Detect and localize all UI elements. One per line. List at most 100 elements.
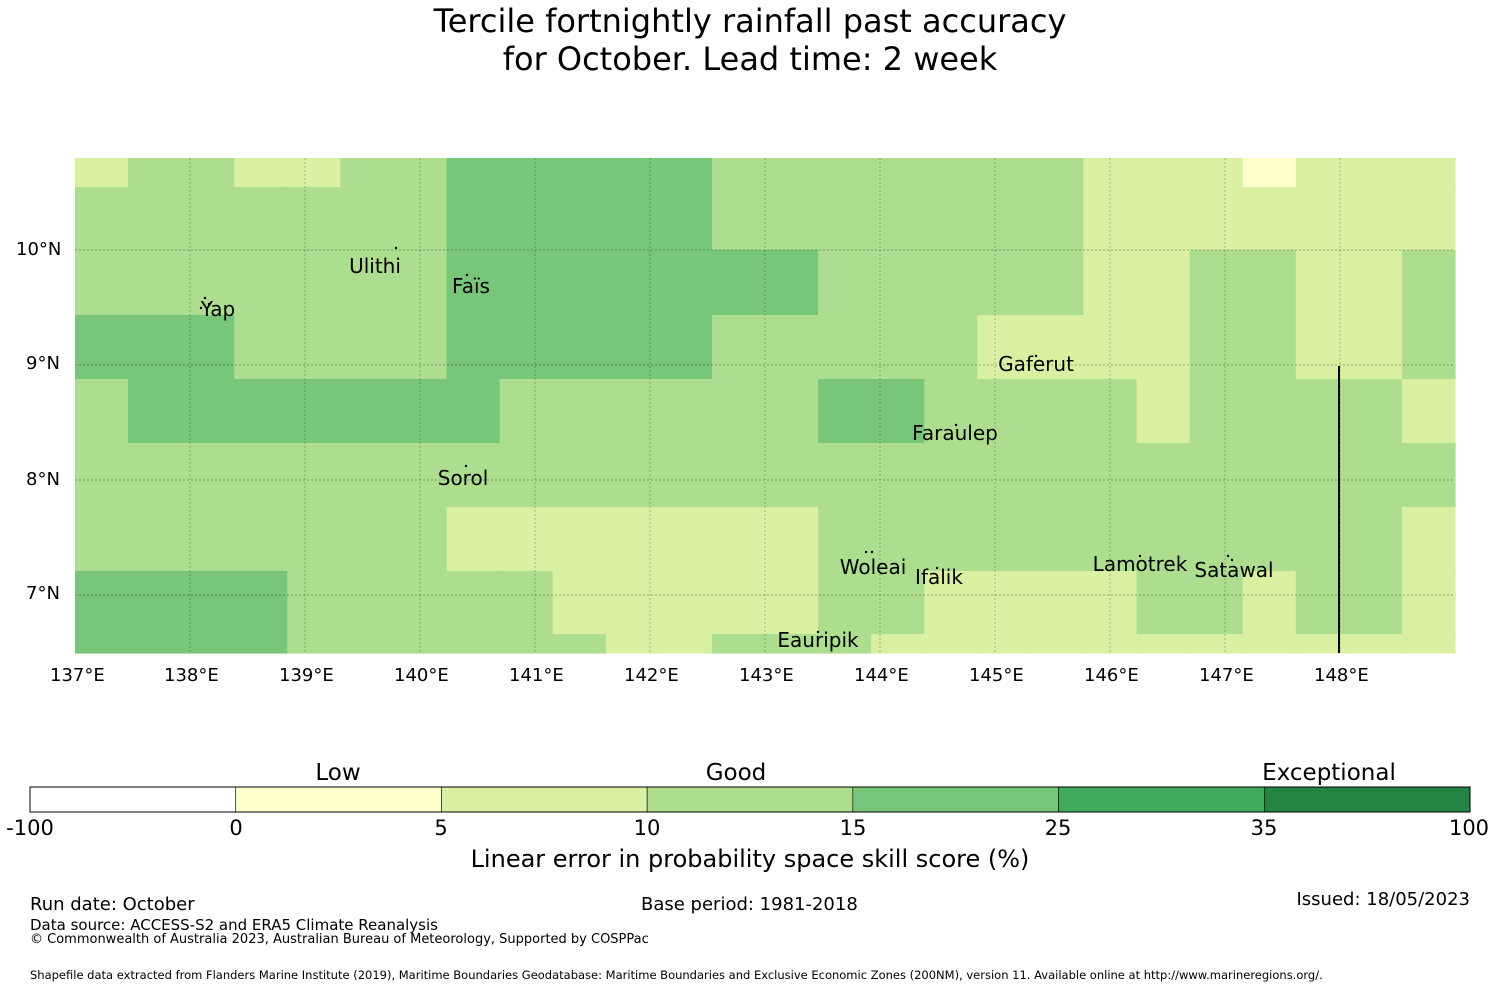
skill-grid-cell xyxy=(1242,315,1297,380)
skill-grid-cell xyxy=(765,379,819,444)
skill-grid-cell xyxy=(818,187,872,251)
skill-grid-cell xyxy=(1295,158,1350,188)
skill-grid-cell xyxy=(1083,443,1138,508)
skill-grid-cell xyxy=(1083,571,1138,635)
skill-grid-cell xyxy=(1189,634,1244,654)
skill-grid xyxy=(75,158,1456,654)
skill-grid-cell xyxy=(1189,187,1244,251)
skill-grid-cell xyxy=(128,250,182,316)
colorbar-segment xyxy=(235,786,442,813)
skill-grid-cell xyxy=(499,507,554,572)
island-dot xyxy=(465,273,469,277)
skill-grid-cell xyxy=(181,507,235,572)
skill-grid-cell xyxy=(75,250,129,316)
skill-grid-cell xyxy=(1136,250,1191,316)
skill-grid-cell xyxy=(340,507,395,572)
skill-grid-cell xyxy=(1083,250,1138,316)
skill-grid-cell xyxy=(977,507,1031,572)
skill-grid-cell xyxy=(711,250,766,316)
skill-grid-cell xyxy=(446,571,501,635)
skill-grid-cell xyxy=(711,315,766,380)
skill-grid-cell xyxy=(446,443,501,508)
skill-grid-cell xyxy=(287,507,341,572)
skill-grid-cell xyxy=(1083,187,1138,251)
skill-grid-cell xyxy=(1030,443,1085,508)
skill-grid-cell xyxy=(1348,634,1403,654)
skill-grid-cell xyxy=(1242,379,1297,444)
x-tick-label: 144°E xyxy=(854,665,909,686)
island-dot xyxy=(870,550,874,554)
x-tick-label: 145°E xyxy=(969,665,1024,686)
skill-grid-cell xyxy=(871,158,925,188)
place-label-sorol: Sorol xyxy=(437,466,489,490)
skill-grid-cell xyxy=(75,507,129,572)
copyright: © Commonwealth of Australia 2023, Austra… xyxy=(30,932,649,947)
skill-grid-cell xyxy=(1295,571,1350,635)
skill-grid-cell xyxy=(181,250,235,316)
skill-grid-cell xyxy=(1242,634,1297,654)
y-tick-label: 10°N xyxy=(16,239,62,260)
skill-grid-cell xyxy=(711,634,766,654)
skill-grid-cell xyxy=(499,250,554,316)
skill-grid-cell xyxy=(340,187,395,251)
island-dot xyxy=(935,566,939,570)
skill-grid-cell xyxy=(234,187,288,251)
island-dot xyxy=(864,550,868,554)
skill-grid-cell xyxy=(1083,379,1138,444)
skill-grid-cell xyxy=(499,379,554,444)
skill-grid-cell xyxy=(658,250,713,316)
colorbar-segment xyxy=(1263,786,1471,813)
colorbar-tick-label: 0 xyxy=(229,816,243,840)
skill-grid-cell xyxy=(1348,187,1403,251)
skill-grid-cell xyxy=(765,315,819,380)
skill-grid-cell xyxy=(340,634,395,654)
skill-grid-cell xyxy=(977,571,1031,635)
skill-grid-cell xyxy=(287,379,341,444)
skill-grid-cell xyxy=(1189,315,1244,380)
y-tick-label: 9°N xyxy=(26,353,60,374)
skill-grid-cell xyxy=(711,507,766,572)
skill-grid-cell xyxy=(1189,571,1244,635)
skill-grid-cell xyxy=(499,158,554,188)
skill-grid-cell xyxy=(75,158,129,188)
skill-grid-cell xyxy=(818,443,872,508)
colorbar-segment xyxy=(852,786,1059,813)
skill-grid-cell xyxy=(1295,315,1350,380)
skill-grid-cell xyxy=(552,634,607,654)
skill-grid-cell xyxy=(1136,443,1191,508)
skill-grid-cell xyxy=(871,634,925,654)
colorbar-tick-label: 10 xyxy=(633,816,661,840)
skill-grid-cell xyxy=(181,443,235,508)
skill-grid-cell xyxy=(1401,158,1456,188)
skill-grid-cell xyxy=(1401,507,1456,572)
skill-grid-cell xyxy=(765,443,819,508)
skill-grid-cell xyxy=(658,187,713,251)
skill-grid-cell xyxy=(1348,250,1403,316)
colorbar-category-good: Good xyxy=(705,760,767,786)
colorbar-category-low: Low xyxy=(315,760,361,786)
skill-grid-cell xyxy=(1136,634,1191,654)
x-tick-label: 146°E xyxy=(1084,665,1139,686)
colorbar-segment xyxy=(441,786,648,813)
skill-grid-cell xyxy=(977,634,1031,654)
skill-grid-cell xyxy=(340,315,395,380)
island-dot xyxy=(199,306,203,310)
skill-grid-cell xyxy=(234,634,288,654)
skill-grid-cell xyxy=(340,379,395,444)
skill-grid-cell xyxy=(340,250,395,316)
y-tick-label: 7°N xyxy=(26,583,60,604)
skill-grid-cell xyxy=(1030,315,1085,380)
skill-grid-cell xyxy=(924,315,978,380)
data-source: Data source: ACCESS-S2 and ERA5 Climate … xyxy=(30,916,438,934)
skill-grid-cell xyxy=(977,158,1031,188)
x-tick-label: 147°E xyxy=(1199,665,1254,686)
skill-grid-cell xyxy=(1136,187,1191,251)
skill-grid-cell xyxy=(658,507,713,572)
skill-grid-cell xyxy=(1401,571,1456,635)
island-dot xyxy=(203,296,207,300)
skill-grid-cell xyxy=(181,634,235,654)
skill-grid-cell xyxy=(446,507,501,572)
colorbar-segment xyxy=(1058,786,1265,813)
skill-grid-cell xyxy=(552,507,607,572)
skill-grid-cell xyxy=(1401,379,1456,444)
